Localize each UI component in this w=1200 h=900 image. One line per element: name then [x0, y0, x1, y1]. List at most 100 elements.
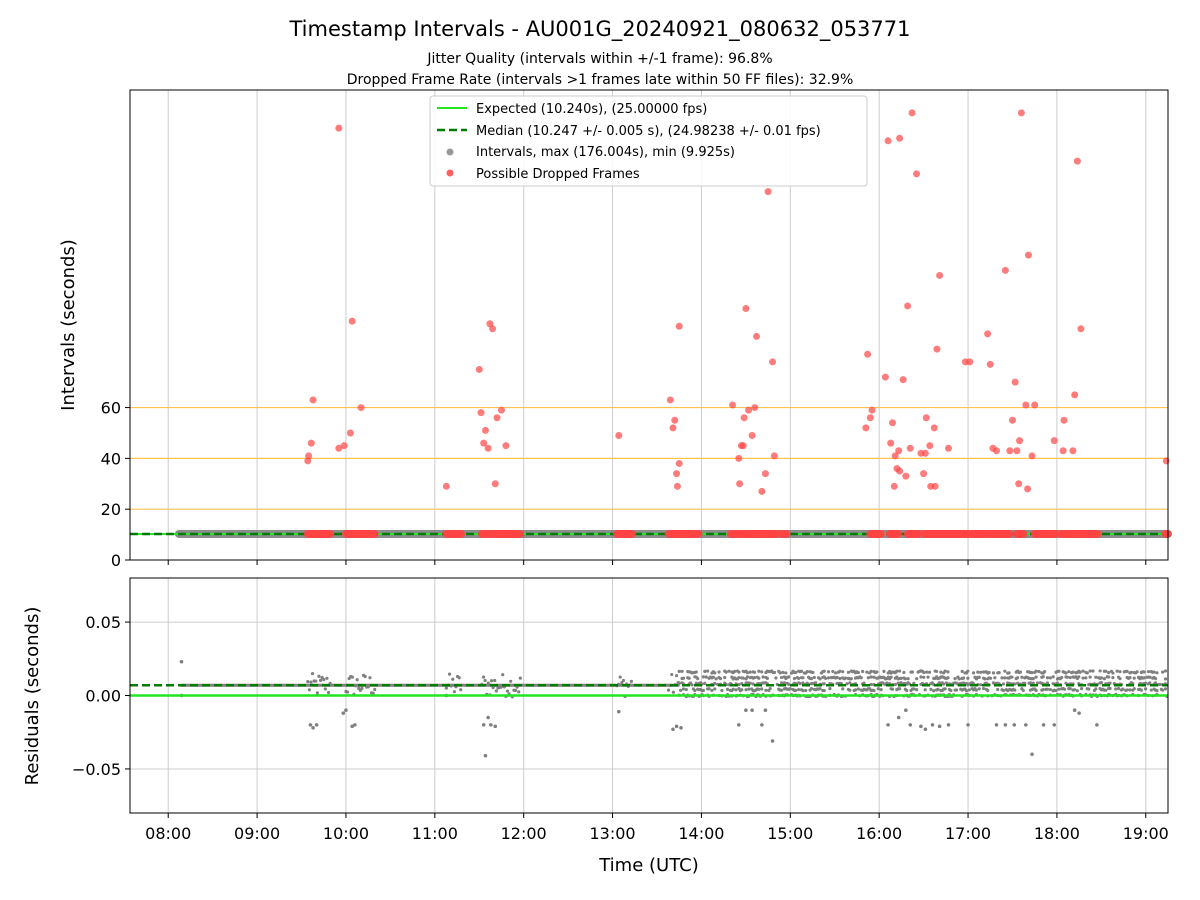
residual-point: [1007, 671, 1011, 675]
residual-point: [794, 688, 798, 692]
residual-point: [318, 678, 323, 682]
residual-point: [1001, 682, 1006, 686]
residual-point: [747, 687, 751, 691]
residual-point: [905, 688, 909, 693]
dropped-frame-point: [862, 424, 870, 432]
residual-point: [744, 688, 748, 692]
chart-subtitle-dropped: Dropped Frame Rate (intervals >1 frames …: [347, 72, 854, 88]
residual-point: [666, 688, 671, 692]
residual-point: [893, 682, 897, 687]
dropped-frame-point: [502, 442, 510, 450]
residual-point: [457, 676, 461, 680]
residual-outlier-point: [736, 723, 741, 727]
residual-point: [977, 687, 981, 691]
residual-point: [1034, 688, 1038, 693]
residual-point: [1163, 687, 1168, 691]
legend-intervals-label: Intervals, max (176.004s), min (9.925s): [476, 145, 735, 160]
residual-point: [1075, 689, 1079, 693]
legend-dropped-swatch: [446, 169, 454, 177]
dropped-frame-point: [926, 442, 934, 450]
dropped-frame-point: [920, 470, 928, 478]
residual-point: [845, 682, 849, 686]
residual-point: [923, 688, 927, 692]
residual-point: [971, 671, 976, 675]
residual-point: [1099, 681, 1104, 685]
residual-point: [1013, 688, 1017, 692]
residual-point: [671, 690, 675, 694]
residual-point: [326, 690, 331, 695]
residual-point: [895, 669, 899, 673]
dropped-frame-point: [761, 470, 769, 478]
dropped-frame-point: [753, 332, 761, 340]
dropped-frame-point: [477, 409, 485, 417]
dropped-frame-point: [739, 442, 747, 450]
residual-point: [1108, 681, 1112, 685]
residual-point: [1128, 688, 1132, 692]
dropped-frame-point: [899, 376, 907, 384]
residual-point: [1153, 681, 1158, 685]
dropped-frame-point: [489, 325, 497, 333]
residual-point: [1148, 675, 1152, 679]
residual-point: [826, 670, 831, 674]
bottom-y-axis-label: Residuals (seconds): [22, 607, 43, 786]
residual-point: [734, 688, 738, 692]
x-tick-label: 15:00: [767, 824, 813, 843]
residual-outlier-point: [350, 724, 354, 729]
dropped-frame-point: [881, 373, 889, 381]
dropped-frame-point: [1031, 401, 1039, 409]
dropped-frame-point: [895, 447, 903, 455]
residual-point: [757, 676, 761, 680]
residual-point: [713, 671, 717, 675]
top-y-tick-label: 0: [111, 551, 121, 570]
residual-point: [1072, 688, 1077, 692]
residual-point: [794, 670, 798, 675]
residual-outlier-point: [908, 723, 913, 727]
residual-point: [720, 688, 724, 693]
dropped-frame-point: [1060, 416, 1068, 424]
residual-point: [481, 675, 486, 679]
residual-point: [848, 681, 852, 685]
residual-point: [964, 689, 969, 693]
dropped-frame-point: [673, 470, 681, 478]
residual-point: [315, 691, 319, 695]
top-plot-frame: [129, 89, 1169, 561]
dropped-frame-point: [1016, 437, 1024, 445]
dropped-frame-point: [758, 487, 766, 495]
dropped-frame-point: [484, 444, 492, 452]
dropped-frame-point: [1050, 437, 1058, 445]
residual-outlier-point: [744, 708, 748, 712]
residual-point: [797, 676, 801, 680]
residual-point: [922, 675, 926, 679]
residual-point: [939, 670, 943, 674]
residual-point: [1081, 669, 1085, 673]
residual-point: [953, 677, 957, 681]
residual-point: [946, 676, 950, 680]
x-tick-label: 16:00: [856, 824, 902, 843]
residual-point: [1085, 671, 1089, 675]
residual-point: [779, 675, 784, 680]
residual-point: [926, 675, 930, 679]
residual-point: [993, 676, 997, 680]
residual-point: [499, 685, 503, 689]
bottom-y-tick-label: 0.00: [85, 687, 121, 706]
dropped-frame-point: [944, 444, 952, 452]
residual-point: [1065, 675, 1069, 679]
residual-point: [707, 687, 711, 691]
residual-point: [727, 669, 731, 673]
residual-point: [1091, 669, 1095, 673]
residual-point: [1132, 687, 1136, 691]
residual-outlier-point: [1030, 752, 1034, 757]
residual-point: [681, 676, 686, 680]
residual-point: [991, 671, 996, 675]
residual-point: [748, 670, 752, 674]
residual-outlier-point: [1095, 723, 1099, 727]
residual-point: [1104, 688, 1108, 692]
dropped-frame-point: [666, 396, 674, 404]
residual-point: [1111, 671, 1115, 675]
residual-point: [788, 687, 792, 691]
residual-point: [1062, 687, 1067, 691]
residual-point: [1068, 687, 1072, 691]
dropped-frame-point: [748, 432, 756, 440]
residual-point: [368, 676, 372, 680]
